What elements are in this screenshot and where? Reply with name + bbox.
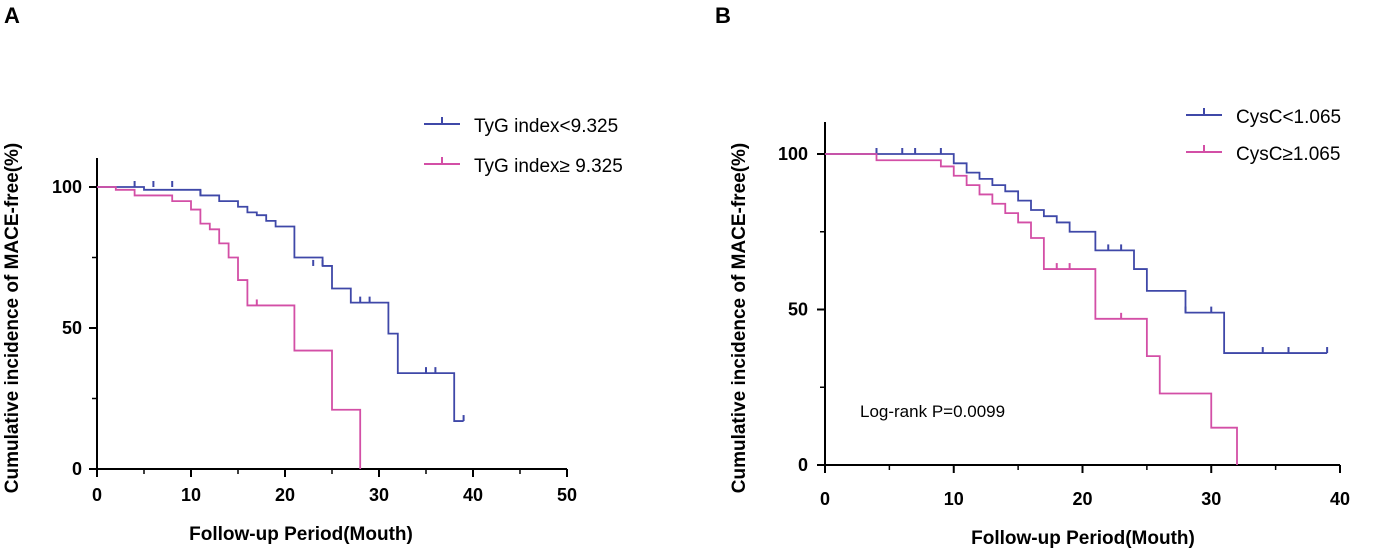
- x-tick-label-b: 0: [820, 489, 830, 509]
- x-tick-label-a: 10: [181, 485, 201, 505]
- km-curve-b-2: [825, 153, 1238, 465]
- y-tick-label-a: 100: [52, 177, 82, 197]
- y-tick-label-b: 0: [798, 455, 808, 475]
- km-curve-b-1: [825, 153, 1328, 354]
- legend-b: CysC<1.065 CysC≥1.065: [1186, 107, 1341, 165]
- legend-b-label-2: CysC≥1.065: [1236, 144, 1340, 165]
- y-axis-title-b: Cumulative incidence of MACE-free(%): [729, 143, 750, 494]
- panel-label-b: B: [715, 3, 731, 28]
- chart-panel-a: Cumulative incidence of MACE-free(%) Fol…: [2, 116, 623, 545]
- chart-panel-b: Cumulative incidence of MACE-free(%) Fol…: [729, 107, 1350, 549]
- legend-a-label-1: TyG index<9.325: [474, 116, 618, 137]
- x-tick-label-a: 30: [369, 485, 389, 505]
- legend-b-label-1: CysC<1.065: [1236, 107, 1341, 128]
- log-rank-annotation: Log-rank P=0.0099: [860, 402, 1005, 421]
- x-tick-label-a: 0: [92, 485, 102, 505]
- x-tick-label-a: 20: [275, 485, 295, 505]
- y-tick-label-b: 100: [778, 144, 808, 164]
- panel-label-a: A: [4, 3, 20, 28]
- x-tick-label-b: 10: [944, 489, 964, 509]
- x-tick-label-a: 40: [463, 485, 483, 505]
- y-tick-label-b: 50: [788, 300, 808, 320]
- y-axis-title-a: Cumulative incidence of MACE-free(%): [2, 143, 23, 494]
- y-tick-label-a: 0: [72, 459, 82, 479]
- km-curve-a-1: [97, 186, 464, 422]
- km-curve-a-2: [97, 186, 362, 469]
- x-tick-label-b: 40: [1330, 489, 1350, 509]
- x-axis-title-a: Follow-up Period(Mouth): [189, 524, 413, 545]
- x-axis-title-b: Follow-up Period(Mouth): [971, 528, 1195, 549]
- x-tick-label-b: 20: [1072, 489, 1092, 509]
- x-tick-label-b: 30: [1201, 489, 1221, 509]
- legend-a: TyG index<9.325 TyG index≥ 9.325: [424, 116, 623, 177]
- y-tick-label-a: 50: [62, 318, 82, 338]
- legend-a-label-2: TyG index≥ 9.325: [474, 156, 623, 177]
- x-tick-label-a: 50: [557, 485, 577, 505]
